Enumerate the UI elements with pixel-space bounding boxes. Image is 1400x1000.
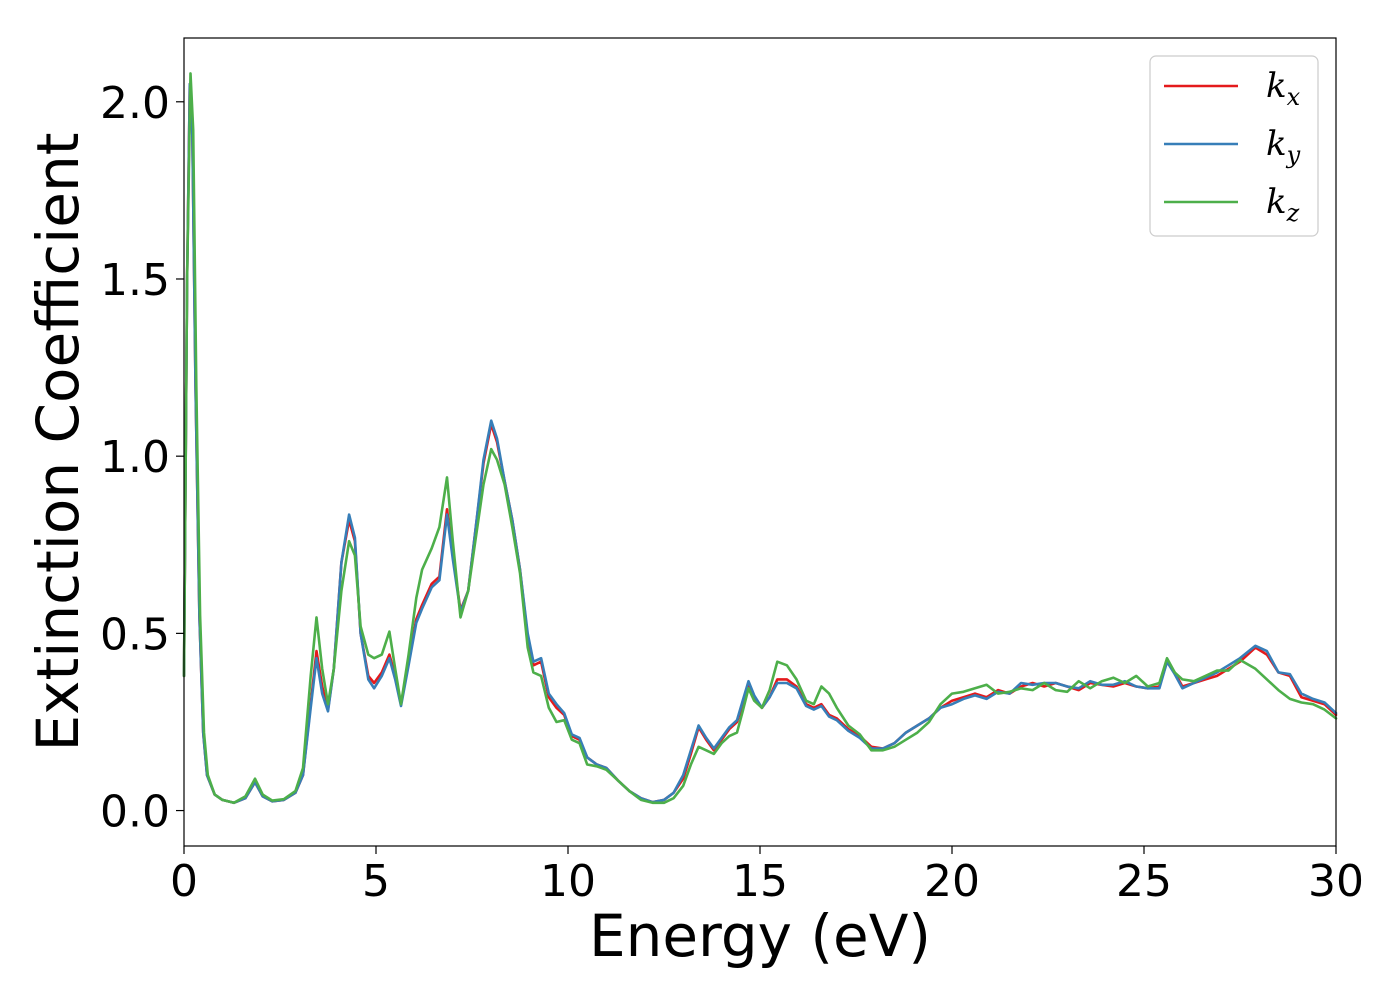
x-axis: 0 5 10 15 20 25 30 <box>170 846 1364 907</box>
legend: kx ky kz <box>1149 55 1319 237</box>
y-tick-label: 1.5 <box>100 255 170 306</box>
series-layer <box>182 72 1338 805</box>
y-axis-label: Extinction Coefficient <box>24 133 92 752</box>
legend-box <box>1149 55 1319 237</box>
x-tick-label: 30 <box>1308 856 1364 907</box>
y-tick-label: 2.0 <box>100 78 170 129</box>
y-tick-label: 1.0 <box>100 432 170 483</box>
legend-label-z: kz <box>1266 182 1300 227</box>
x-tick-label: 5 <box>362 856 390 907</box>
x-tick-label: 10 <box>540 856 596 907</box>
y-tick-label: 0.5 <box>100 609 170 660</box>
legend-label-y: ky <box>1266 124 1301 169</box>
x-tick-label: 20 <box>924 856 980 907</box>
x-tick-label: 0 <box>170 856 198 907</box>
x-tick-label: 15 <box>732 856 788 907</box>
x-tick-label: 25 <box>1116 856 1172 907</box>
x-axis-label: Energy (eV) <box>589 902 931 970</box>
series-line-z <box>182 72 1338 805</box>
legend-label-x: kx <box>1266 66 1301 111</box>
y-axis: 0.0 0.5 1.0 1.5 2.0 <box>100 78 184 838</box>
y-tick-label: 0.0 <box>100 787 170 838</box>
plot-area <box>184 38 1336 846</box>
